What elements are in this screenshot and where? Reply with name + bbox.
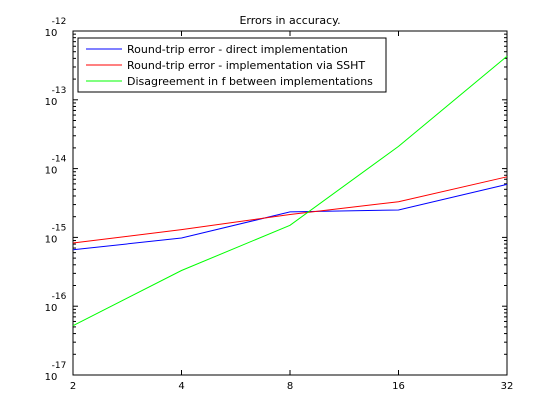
legend-label-2: Round-trip error - implementation via SS… — [127, 59, 365, 72]
y-tick-label-base: 10 — [45, 97, 58, 108]
y-tick-label-exponent: -14 — [52, 155, 67, 165]
legend-label-1: Round-trip error - direct implementation — [127, 43, 348, 56]
series-line-3 — [72, 55, 508, 327]
y-tick-label-exponent: -13 — [52, 86, 67, 96]
y-tick-label-base: 10 — [45, 303, 58, 314]
y-tick-label-exponent: -15 — [52, 223, 67, 233]
y-tick-label-base: 10 — [45, 372, 58, 383]
legend: Round-trip error - direct implementation… — [77, 37, 387, 93]
y-tick-label-base: 10 — [45, 234, 58, 245]
x-tick-label: 4 — [178, 381, 184, 392]
series-group — [72, 55, 508, 327]
y-tick-label-exponent: -17 — [52, 361, 67, 371]
x-tick-label: 32 — [501, 381, 514, 392]
x-tick-label: 16 — [392, 381, 405, 392]
y-tick-label-exponent: -12 — [52, 17, 67, 27]
legend-label-3: Disagreement in f between implementation… — [127, 75, 373, 88]
y-tick-label-base: 10 — [45, 166, 58, 177]
x-tick-label: 8 — [287, 381, 293, 392]
legend-box — [77, 37, 387, 93]
x-tick-label: 2 — [70, 381, 76, 392]
series-line-1 — [72, 183, 508, 251]
y-tick-label-base: 10 — [45, 28, 58, 39]
y-tick-label-exponent: -16 — [52, 292, 67, 302]
series-line-2 — [72, 176, 508, 244]
chart-title: Errors in accuracy. — [239, 14, 340, 27]
